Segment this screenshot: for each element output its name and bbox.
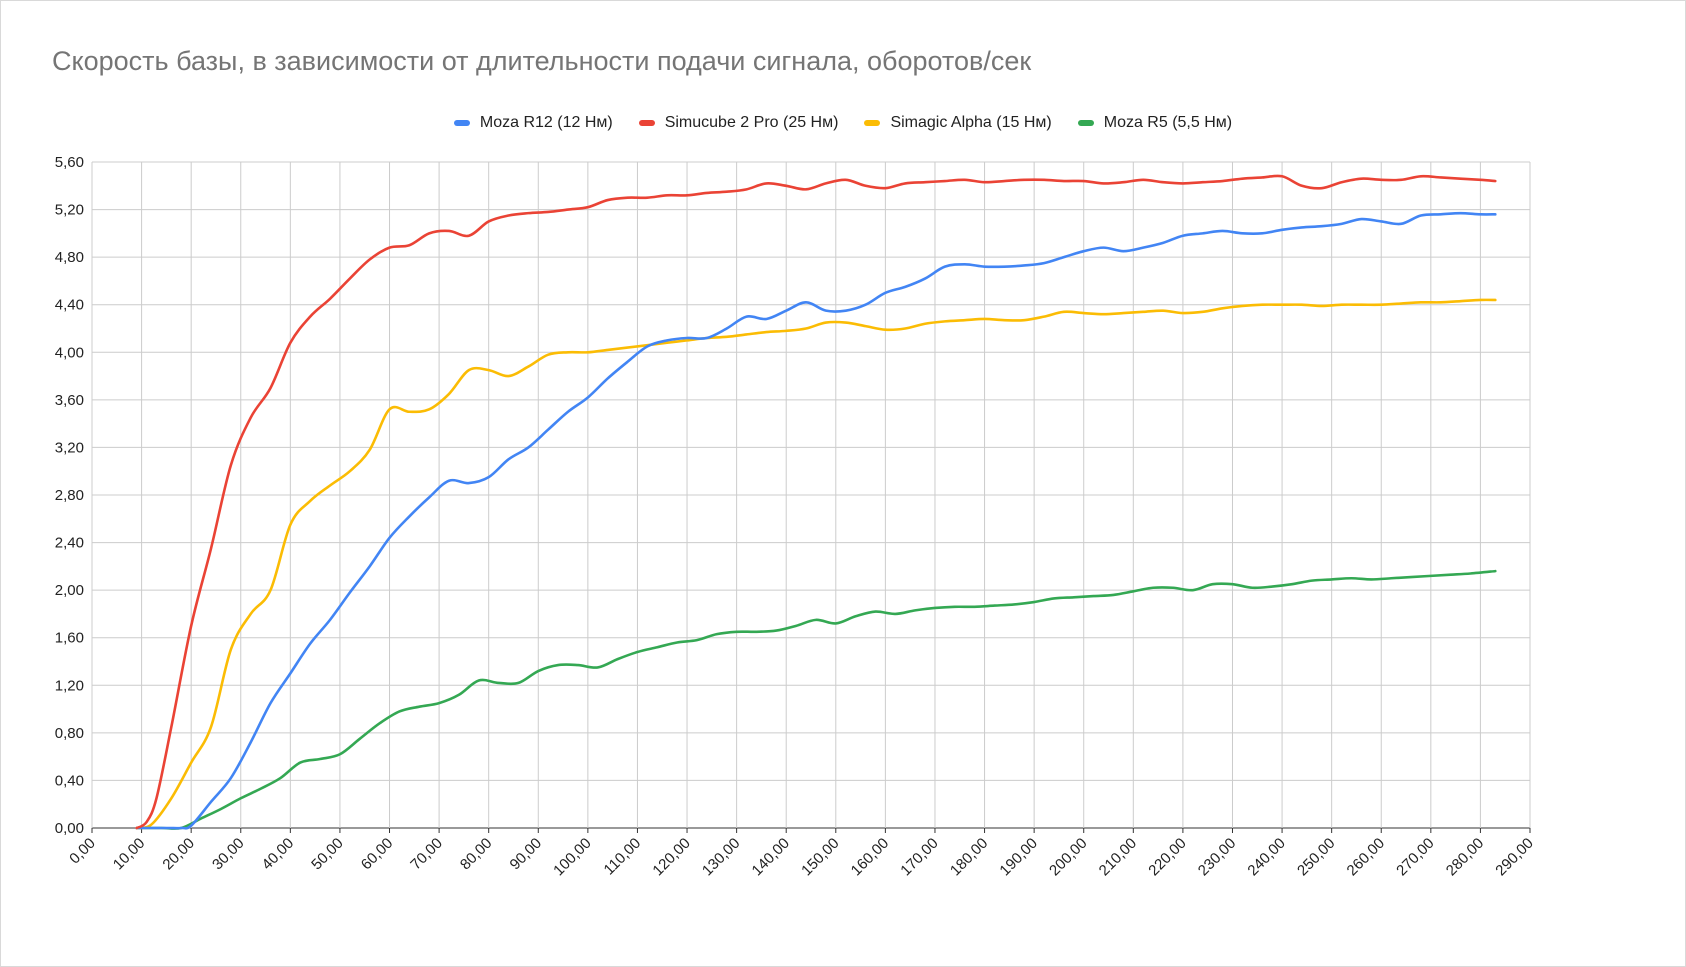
y-tick-label: 1,60: [55, 630, 84, 647]
x-tick-label: 160,00: [848, 835, 892, 879]
x-tick-label: 80,00: [457, 835, 496, 874]
x-tick-label: 240,00: [1244, 835, 1288, 879]
x-tick-label: 60,00: [358, 835, 397, 874]
legend-swatch: [638, 120, 655, 126]
x-tick-label: 50,00: [308, 835, 347, 874]
legend-label: Simucube 2 Pro (25 Нм): [664, 114, 839, 131]
legend-swatch: [453, 120, 470, 126]
series-line-moza-r12-12: [135, 211, 1497, 830]
x-tick-label: 210,00: [1096, 835, 1140, 879]
y-tick-label: 1,20: [55, 677, 84, 694]
x-tick-label: 230,00: [1195, 835, 1239, 879]
x-tick-label: 70,00: [407, 835, 446, 874]
legend-label: Moza R12 (12 Нм): [479, 114, 613, 131]
x-tick-label: 250,00: [1294, 835, 1338, 879]
x-tick-label: 150,00: [798, 835, 842, 879]
legend-item: Simucube 2 Pro (25 Нм): [638, 110, 839, 136]
y-tick-label: 3,20: [55, 439, 84, 456]
y-tick-label: 2,80: [55, 487, 84, 504]
x-tick-label: 270,00: [1393, 835, 1437, 879]
series-line-simagic-alpha-15: [135, 298, 1497, 830]
chart-legend: Moza R12 (12 Нм) Simucube 2 Pro (25 Нм) Si…: [0, 110, 1686, 136]
legend-item: Moza R5 (5,5 Нм): [1077, 110, 1233, 136]
x-tick-label: 10,00: [110, 835, 149, 874]
x-tick-label: 100,00: [550, 835, 594, 879]
x-tick-label: 90,00: [507, 835, 546, 874]
chart-title: Скорость базы, в зависимости от длительн…: [52, 46, 1032, 76]
x-tick-label: 280,00: [1443, 835, 1487, 879]
x-tick-label: 110,00: [601, 835, 645, 879]
y-tick-label: 2,00: [55, 582, 84, 599]
x-tick-label: 130,00: [699, 835, 743, 879]
x-tick-label: 200,00: [1046, 835, 1090, 879]
x-tick-label: 190,00: [996, 835, 1040, 879]
y-tick-label: 0,40: [55, 772, 84, 789]
x-tick-label: 120,00: [649, 835, 693, 879]
x-tick-label: 40,00: [259, 835, 298, 874]
y-tick-label: 4,80: [55, 249, 84, 266]
x-tick-label: 170,00: [897, 835, 941, 879]
y-tick-label: 5,60: [55, 154, 84, 171]
x-tick-label: 30,00: [209, 835, 248, 874]
legend-swatch: [1077, 120, 1094, 126]
y-tick-label: 4,00: [55, 344, 84, 361]
y-tick-label: 4,40: [55, 297, 84, 314]
legend-label: Moza R5 (5,5 Нм): [1103, 114, 1233, 131]
legend-item: Moza R12 (12 Нм): [453, 110, 613, 136]
x-tick-label: 260,00: [1344, 835, 1388, 879]
legend-item: Simagic Alpha (15 Нм): [864, 110, 1052, 136]
x-tick-label: 220,00: [1145, 835, 1189, 879]
x-tick-label: 180,00: [947, 835, 991, 879]
series-line-simucube-2-pro-25: [135, 174, 1497, 830]
y-tick-label: 2,40: [55, 535, 84, 552]
y-tick-label: 0,80: [55, 725, 84, 742]
series-line-moza-r5-5-5: [135, 569, 1497, 830]
x-tick-label: 20,00: [159, 835, 198, 874]
y-tick-label: 0,00: [55, 820, 84, 837]
legend-swatch: [864, 120, 881, 126]
legend-label: Simagic Alpha (15 Нм): [890, 114, 1052, 131]
x-tick-label: 140,00: [749, 835, 793, 879]
y-tick-label: 5,20: [55, 202, 84, 219]
x-tick-label: 0,00: [66, 835, 99, 868]
x-tick-label: 290,00: [1492, 835, 1536, 879]
y-tick-label: 3,60: [55, 392, 84, 409]
